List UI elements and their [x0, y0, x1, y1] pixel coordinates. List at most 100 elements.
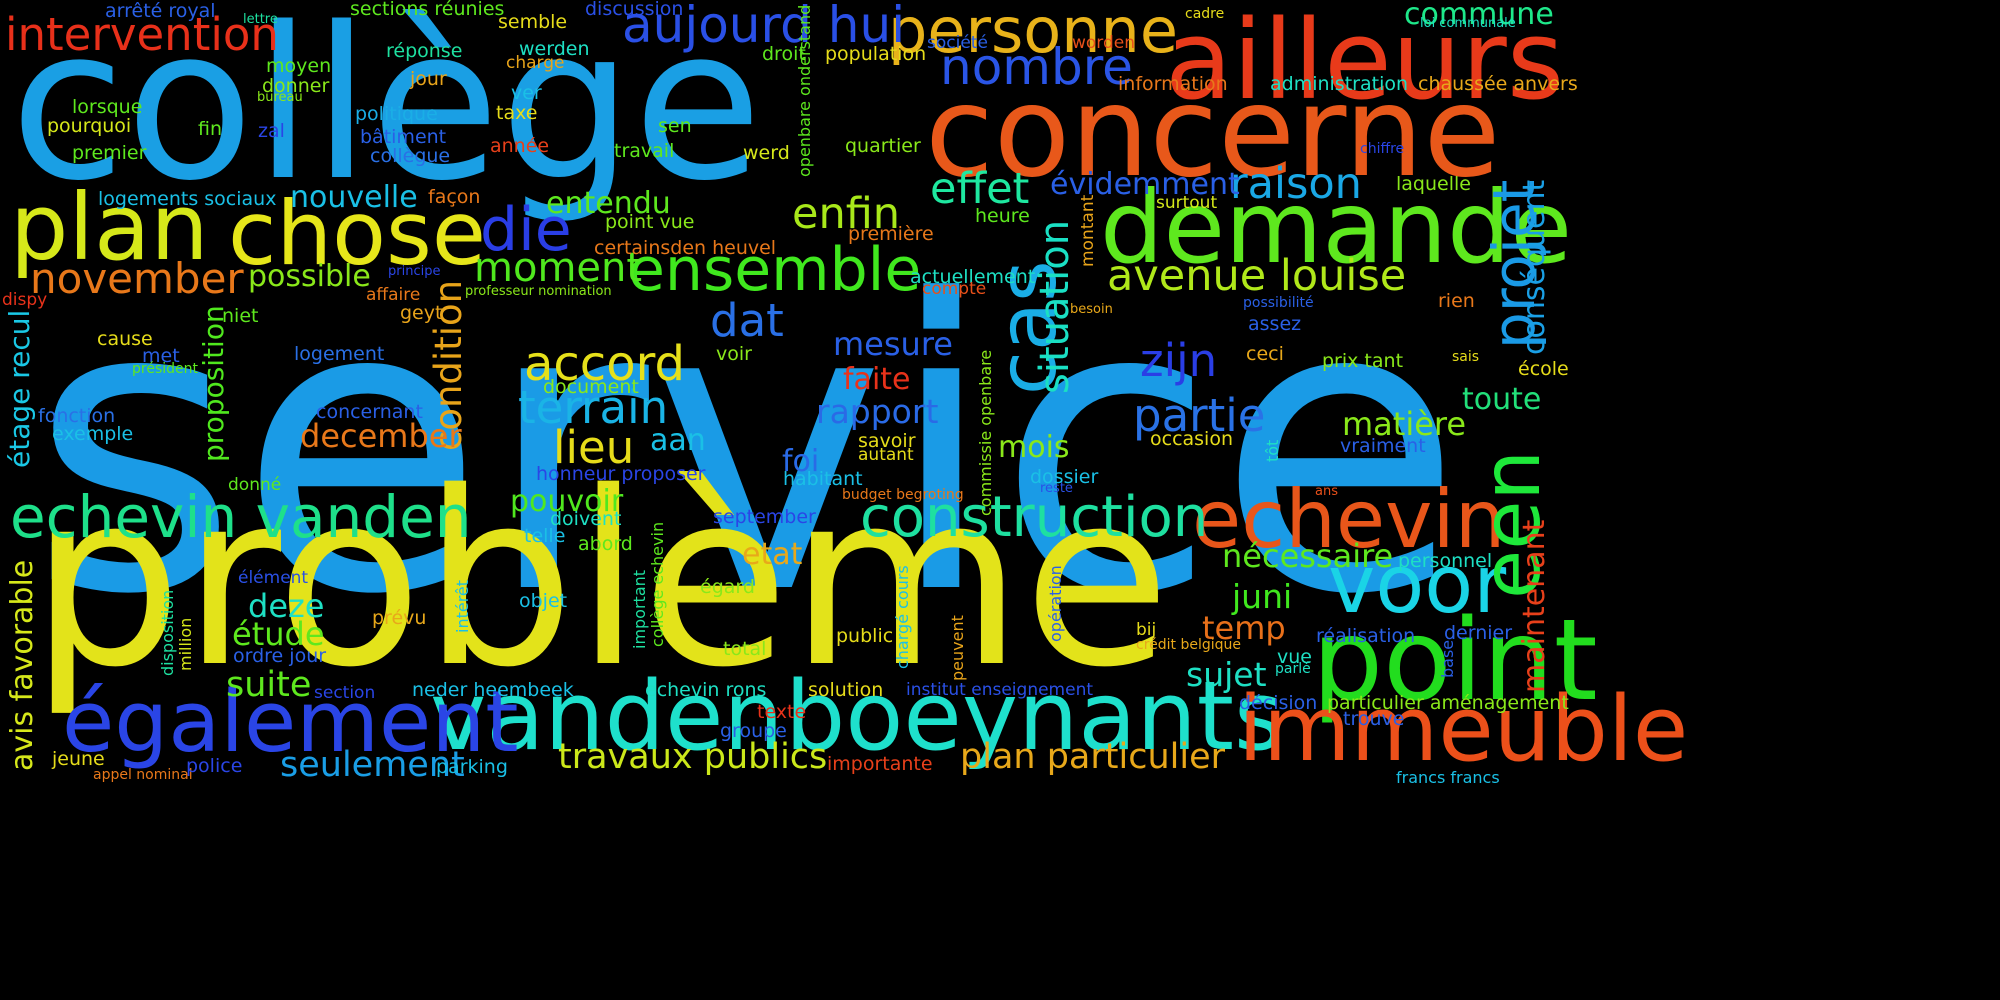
word-logements-sociaux: logements sociaux [98, 188, 277, 210]
word-vraiment: vraiment [1340, 435, 1426, 457]
word-proposition: proposition [197, 305, 230, 462]
word-francs-francs: francs francs [1396, 768, 1500, 787]
word-enfin: enfin [792, 189, 901, 239]
word-exemple: exemple [52, 423, 134, 445]
word-cause: cause [97, 328, 153, 350]
word-terrain: terrain [518, 381, 669, 434]
word-institut-enseignement: institut enseignement [906, 680, 1094, 700]
word-ans: ans [1315, 484, 1338, 499]
word-seulement: seulement [280, 745, 465, 785]
word-professeur-nomination: professeur nomination [465, 284, 612, 299]
word-premier: premier [72, 142, 147, 164]
word-possible: possible [248, 259, 371, 294]
word-appel-nominal: appel nominal [93, 767, 193, 783]
word-groupe: groupe [720, 720, 787, 742]
word-toute: toute [1462, 382, 1542, 417]
word-sections-réunies: sections réunies [350, 0, 505, 20]
word-point-vue: point vue [605, 211, 695, 233]
word-niet: niet [222, 305, 259, 327]
word-intervention: intervention [5, 8, 279, 61]
word-pouvoir: pouvoir [510, 484, 624, 519]
word-texte: texte [757, 701, 807, 723]
word-lorsque: lorsque [72, 96, 143, 118]
word-surtout: surtout [1156, 193, 1218, 213]
word-occasion: occasion [1150, 428, 1234, 450]
word-logement: logement [294, 343, 385, 365]
word-section: section [314, 683, 376, 703]
word-million: million [176, 618, 195, 672]
word-personne: personne [888, 0, 1178, 67]
word-werden: werden [519, 38, 590, 60]
word-demande: demande [1100, 169, 1573, 286]
word-plan-particulier: plan particulier [960, 737, 1225, 777]
word-avis-favorable: avis favorable [5, 560, 40, 772]
word-bij: bij [1136, 620, 1157, 640]
word-honneur-proposer: honneur proposer [536, 463, 706, 485]
word-dispy: dispy [2, 290, 48, 310]
word-avenue-louise: avenue louise [1107, 251, 1407, 301]
word-mesure: mesure [833, 325, 953, 363]
word-école: école [1518, 358, 1569, 380]
word-prévu: prévu [372, 607, 427, 629]
word-ordre-jour: ordre jour [233, 645, 327, 667]
word-rapport: rapport [816, 392, 939, 431]
word-vue: vue [1277, 646, 1312, 668]
word-echevin-rons: echevin rons [645, 679, 767, 701]
word-total: total [723, 638, 767, 660]
word-nombre: nombre [940, 38, 1133, 96]
word-budget-begroting: budget begroting [842, 487, 964, 503]
word-assez: assez [1248, 313, 1302, 335]
word-concerne: concerne [925, 60, 1501, 205]
word-personnel: personnel [1398, 550, 1493, 572]
word-travail: travail [614, 140, 675, 162]
word-savoir: savoir [858, 430, 916, 452]
word-heure: heure [975, 205, 1030, 227]
word-nécessaire: nécessaire [1222, 537, 1394, 575]
word-semble: semble [498, 11, 568, 33]
word-arrêté-royal: arrêté royal [105, 0, 216, 22]
word-vanden: vanden [430, 662, 784, 772]
word-echevin: echevin [1192, 473, 1506, 566]
word-voor: voor [1328, 538, 1507, 631]
word-élément: élément [238, 568, 309, 588]
word-raison: raison [1230, 159, 1362, 209]
word-décision: décision [1239, 692, 1318, 714]
word-juni: juni [1232, 577, 1293, 616]
word-die: die [480, 195, 572, 265]
word-égard: égard [700, 576, 755, 598]
word-document: document [543, 376, 639, 398]
word-dat: dat [710, 294, 784, 347]
word-november: november [30, 254, 244, 303]
word-disposition: disposition [158, 590, 177, 677]
word-donné: donné [228, 475, 282, 495]
word-administration: administration [1270, 73, 1409, 95]
word-discussion: discussion [585, 0, 684, 20]
word-voir: voir [716, 343, 752, 365]
word-werd: werd [743, 142, 790, 164]
word-principe: principe [388, 264, 441, 279]
word-sen: sen [658, 115, 692, 137]
word-conséquent: conséquent [1517, 180, 1552, 356]
word-chaussée-anvers: chaussée anvers [1418, 73, 1578, 95]
word-tôt: tôt [1263, 440, 1282, 463]
word-mois: mois [998, 430, 1070, 465]
word-possibilité: possibilité [1243, 295, 1314, 311]
word-chiffre: chiffre [1360, 141, 1405, 157]
word-temp: temp [1202, 609, 1286, 647]
word-laquelle: laquelle [1396, 173, 1471, 195]
word-montant: montant [1078, 195, 1098, 268]
word-taxe: taxe [496, 102, 538, 124]
word-accord: accord [524, 336, 685, 392]
word-matière: matière [1342, 405, 1467, 443]
word-point: point [1312, 596, 1598, 726]
word-commissie-openbare: commissie openbare [976, 350, 995, 517]
word-trouve: trouve [1343, 708, 1405, 730]
word-faite: faite [843, 362, 911, 397]
word-compte: compte [922, 279, 987, 299]
word-worden: worden [1072, 33, 1136, 53]
word-étage-recul: étage recul [3, 310, 36, 469]
word-bureau: bureau [257, 90, 303, 105]
word-police: police [186, 755, 243, 777]
word-certainsden-heuvel: certainsden heuvel [594, 237, 777, 259]
